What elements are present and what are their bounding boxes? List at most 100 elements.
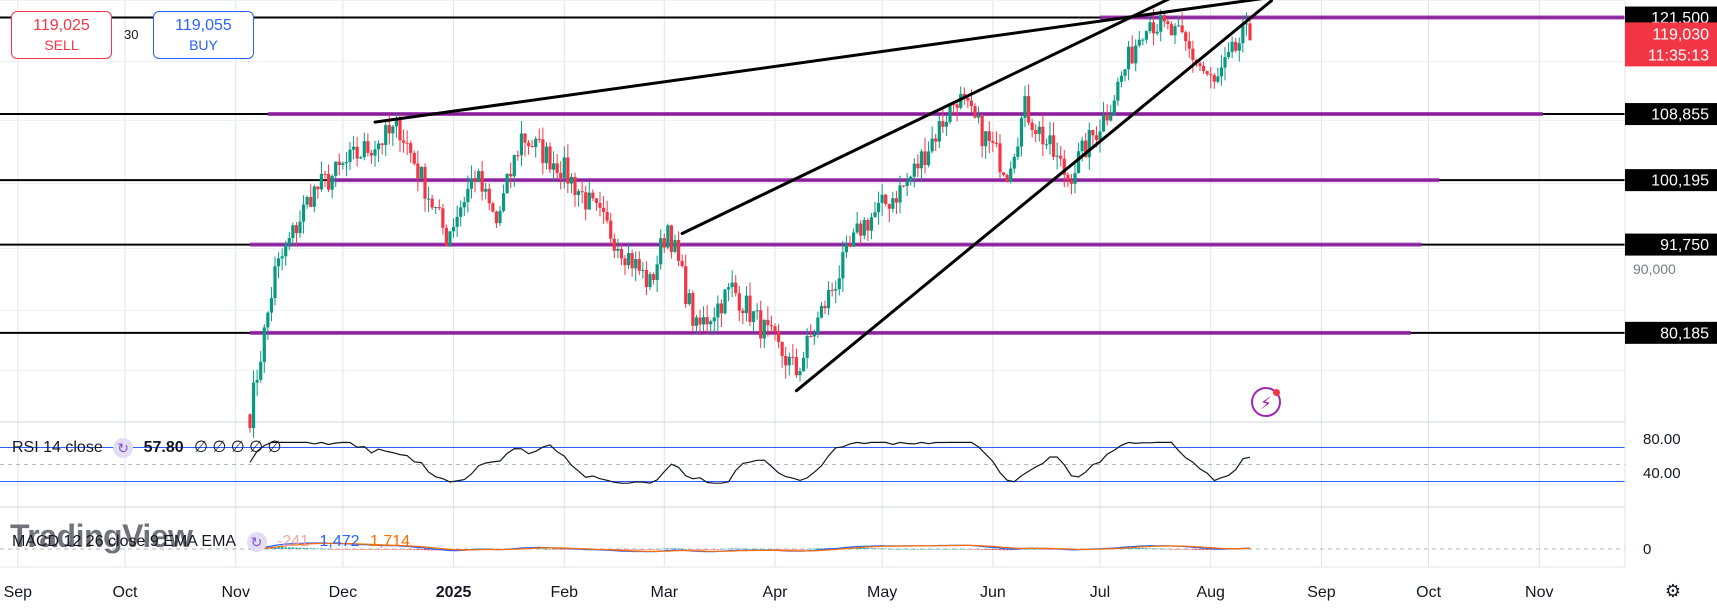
macd-histogram-bar (1159, 548, 1163, 550)
candle (487, 183, 491, 211)
candle-body (980, 115, 984, 147)
candle-body (1012, 156, 1016, 169)
refresh-icon[interactable]: ↻ (113, 437, 134, 458)
candle-body (351, 146, 356, 150)
macd-histogram-bar (937, 548, 941, 550)
candle (1234, 38, 1238, 53)
macd-histogram-bar (984, 549, 988, 550)
macd-histogram-bar (1145, 548, 1148, 549)
macd-histogram-bar (1137, 548, 1141, 549)
rsi-tick: 80.00 (1643, 431, 1681, 448)
candle-body (287, 238, 291, 245)
candle (655, 255, 659, 293)
lightning-icon[interactable]: ⚡ (1251, 387, 1281, 417)
macd-histogram-bar (387, 549, 391, 550)
candle (394, 113, 399, 138)
macd-histogram-bar (409, 549, 413, 550)
price-axis-bg (1625, 0, 1717, 610)
candle (1212, 72, 1216, 89)
time-tick: Oct (1416, 584, 1441, 601)
candle (1184, 30, 1188, 52)
candle (262, 324, 266, 373)
candle-body (741, 310, 745, 314)
candle-body (409, 143, 413, 153)
candle (587, 181, 591, 211)
macd-histogram-bar (391, 549, 395, 550)
macd-histogram-bar (684, 548, 688, 550)
candle-body (991, 140, 995, 143)
macd-histogram-bar (927, 548, 930, 550)
macd-histogram-bar (302, 547, 305, 549)
macd-histogram-bar (898, 548, 902, 550)
candle (409, 140, 413, 163)
candle-body (391, 126, 395, 134)
candle-body (580, 191, 584, 193)
candle-body (919, 151, 924, 169)
candle-body (698, 317, 702, 325)
macd-histogram-bar (341, 549, 345, 550)
candle (1009, 161, 1013, 184)
candle (744, 286, 749, 322)
macd-histogram-bar (777, 549, 780, 550)
candle (1087, 122, 1091, 170)
candle-body (1155, 31, 1159, 34)
candle-body (726, 287, 731, 290)
candle-body (1112, 100, 1116, 115)
candle (712, 307, 716, 334)
trendline (680, 0, 1171, 236)
candle-body (859, 223, 863, 236)
gear-icon[interactable]: ⚙ (1664, 581, 1682, 601)
candle-body (994, 142, 999, 144)
macd-histogram-bar (545, 548, 548, 550)
candle (834, 280, 838, 303)
macd-histogram-bar (980, 549, 984, 550)
candle-body (262, 327, 266, 362)
candle (812, 329, 816, 345)
candle (759, 300, 763, 348)
candle (326, 164, 331, 193)
macd-histogram-bar (773, 549, 777, 550)
candle (455, 205, 459, 237)
macd-legend[interactable]: MACD 12 26 close 9 EMA EMA ↻ -241 1,472 … (12, 532, 416, 552)
candle (498, 206, 502, 226)
candle (280, 248, 284, 271)
candle-body (266, 312, 270, 328)
time-tick: Nov (221, 584, 249, 601)
candle-body (866, 220, 870, 231)
candle-body (1073, 173, 1077, 184)
candle (1051, 122, 1056, 161)
candle-body (1176, 25, 1181, 27)
candle-body (1080, 140, 1084, 152)
candle-body (816, 317, 820, 334)
candle (1059, 145, 1063, 167)
candle (619, 243, 624, 266)
candle (405, 130, 409, 155)
macd-histogram-bar (645, 549, 648, 550)
refresh-icon[interactable]: ↻ (246, 532, 267, 552)
macd-histogram-bar (1141, 548, 1145, 549)
buy-button[interactable]: 119,055 BUY (153, 11, 254, 59)
candle (276, 252, 281, 279)
candle (391, 124, 395, 146)
candle-body (419, 166, 424, 179)
tradingview-watermark: TradingView (10, 518, 193, 554)
candle-body (1191, 48, 1195, 60)
macd-histogram-bar (348, 549, 352, 550)
macd-histogram-bar (445, 549, 448, 551)
candle-body (505, 173, 509, 194)
macd-histogram-bar (687, 549, 691, 550)
trendline (373, 0, 1263, 124)
macd-histogram-bar (805, 548, 809, 550)
macd-histogram-bar (1234, 549, 1238, 550)
candle-body (319, 173, 324, 190)
candle-body (944, 122, 949, 127)
candle (1159, 9, 1163, 42)
rsi-legend[interactable]: RSI 14 close ↻ 57.80 ∅ ∅ ∅ ∅ ∅ (12, 437, 288, 458)
candle-body (312, 186, 316, 207)
candle-body (769, 325, 774, 327)
sell-button[interactable]: 119,025 SELL (11, 11, 112, 59)
candle (344, 152, 349, 177)
time-tick: Sep (4, 584, 33, 601)
candlestick-series (248, 8, 1252, 438)
